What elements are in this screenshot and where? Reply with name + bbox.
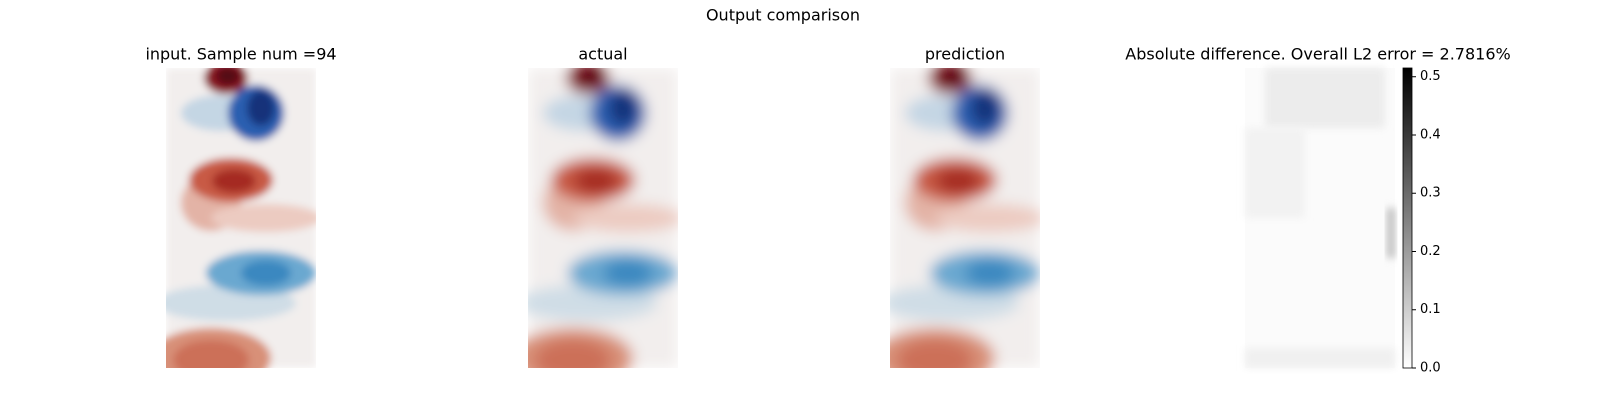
panel-title: input. Sample num =94	[145, 45, 336, 64]
prediction-image	[890, 68, 1040, 368]
colorbar-tick-label: 0.0	[1420, 361, 1441, 376]
panel-title: actual	[578, 45, 627, 64]
panel-title: Absolute difference. Overall L2 error = …	[1125, 45, 1510, 64]
colorbar-tick-label: 0.2	[1420, 244, 1441, 259]
figure-title: Output comparison	[706, 6, 860, 25]
colorbar-tick-label: 0.5	[1420, 69, 1441, 84]
colorbar	[1402, 67, 1413, 369]
difference-image	[1245, 68, 1395, 368]
colorbar-tick-label: 0.1	[1420, 302, 1441, 317]
actual-image	[528, 68, 678, 368]
input-image	[166, 68, 316, 368]
panel-title: prediction	[925, 45, 1005, 64]
colorbar-tick-label: 0.3	[1420, 186, 1441, 201]
colorbar-tick-label: 0.4	[1420, 127, 1441, 142]
